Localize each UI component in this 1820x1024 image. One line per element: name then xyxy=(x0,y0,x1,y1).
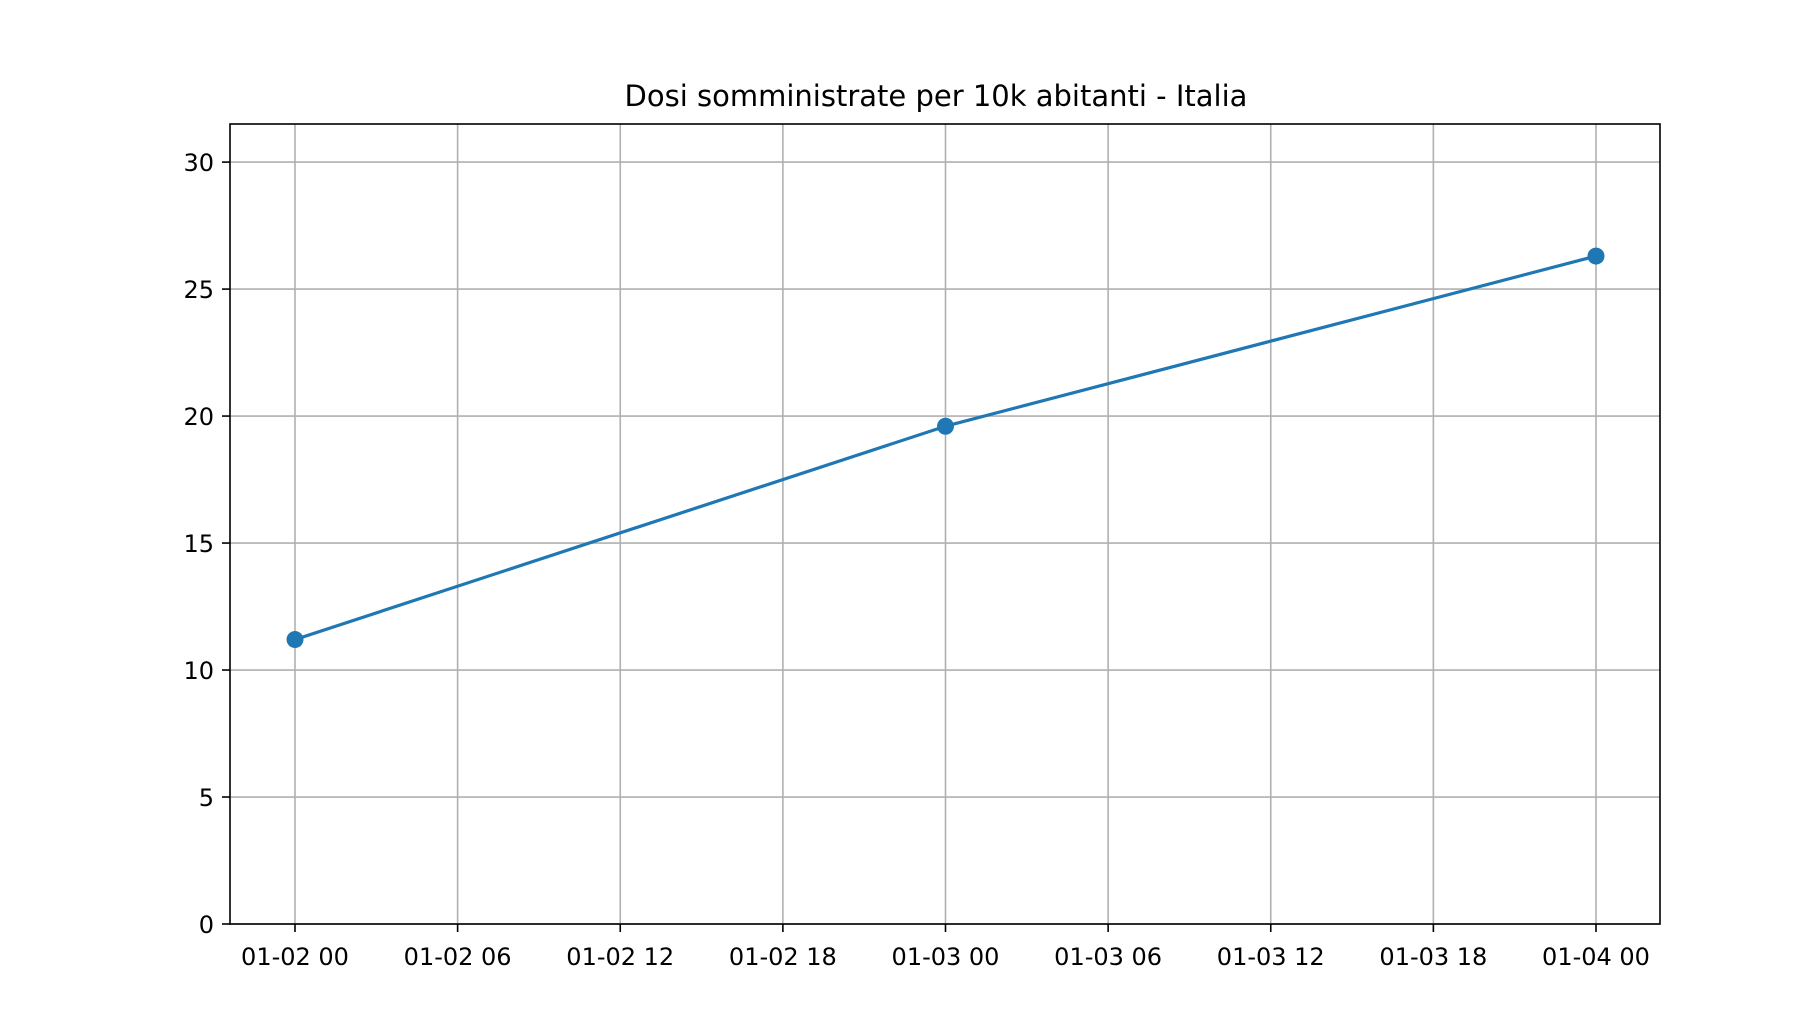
x-tick-label: 01-04 00 xyxy=(1542,943,1650,971)
x-tick-label: 01-02 18 xyxy=(729,943,837,971)
x-tick-label: 01-03 18 xyxy=(1379,943,1487,971)
x-tick-label: 01-03 12 xyxy=(1217,943,1325,971)
x-tick-label: 01-03 06 xyxy=(1054,943,1162,971)
x-tick-label: 01-02 12 xyxy=(566,943,674,971)
y-tick-label: 0 xyxy=(199,911,214,939)
data-point xyxy=(1587,247,1605,265)
y-tick-label: 10 xyxy=(183,657,214,685)
data-point xyxy=(286,631,304,649)
x-tick-label: 01-02 06 xyxy=(404,943,512,971)
chart-title: Dosi somministrate per 10k abitanti - It… xyxy=(625,79,1248,113)
y-tick-label: 20 xyxy=(183,403,214,431)
plot-frame xyxy=(229,123,1661,925)
x-tick-label: 01-03 00 xyxy=(892,943,1000,971)
y-tick-label: 5 xyxy=(199,784,214,812)
axes: 01-02 00 01-02 06 01-02 12 01-02 18 01-03 00… xyxy=(183,149,1650,971)
y-tick-label: 25 xyxy=(183,276,214,304)
x-tick-label: 01-02 00 xyxy=(241,943,349,971)
series-layer xyxy=(286,247,1605,649)
y-tick-label: 15 xyxy=(183,530,214,558)
y-tick-label: 30 xyxy=(183,149,214,177)
data-point xyxy=(937,417,954,435)
